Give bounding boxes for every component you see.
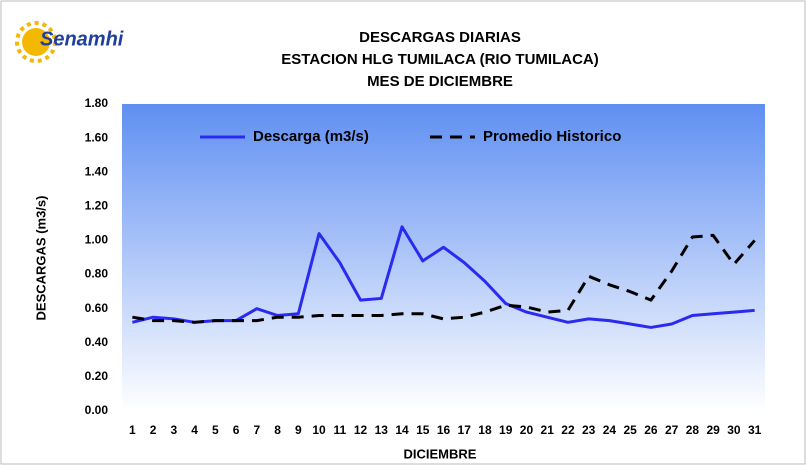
logo-text: Senamhi	[40, 28, 124, 50]
y-tick-label: 1.80	[85, 96, 109, 110]
x-tick-label: 4	[191, 423, 198, 437]
y-tick-label: 0.00	[85, 403, 109, 417]
y-tick-label: 1.40	[85, 164, 109, 178]
y-tick-label: 0.20	[85, 369, 109, 383]
y-tick-label: 0.40	[85, 335, 109, 349]
x-axis-label: DICIEMBRE	[404, 446, 477, 461]
x-tick-label: 19	[499, 423, 513, 437]
legend-label: Promedio Historico	[483, 128, 621, 145]
x-tick-label: 9	[295, 423, 302, 437]
x-tick-label: 23	[582, 423, 596, 437]
y-tick-label: 1.60	[85, 130, 109, 144]
x-tick-label: 11	[333, 423, 346, 437]
x-tick-label: 25	[623, 423, 637, 437]
x-tick-label: 31	[748, 423, 762, 437]
x-tick-label: 8	[274, 423, 281, 437]
x-tick-label: 12	[354, 423, 368, 437]
x-tick-label: 3	[171, 423, 178, 437]
x-tick-label: 24	[603, 423, 617, 437]
x-tick-label: 13	[375, 423, 389, 437]
x-tick-label: 21	[541, 423, 555, 437]
x-tick-label: 6	[233, 423, 240, 437]
x-tick-label: 17	[458, 423, 472, 437]
x-tick-label: 26	[644, 423, 658, 437]
series-line	[132, 233, 756, 324]
x-tick-label: 27	[665, 423, 679, 437]
y-tick-label: 1.00	[85, 233, 109, 247]
x-tick-label: 22	[561, 423, 575, 437]
x-tick-label: 2	[150, 423, 157, 437]
x-tick-label: 10	[312, 423, 326, 437]
x-tick-label: 29	[706, 423, 720, 437]
chart-title: ESTACION HLG TUMILACA (RIO TUMILACA)	[281, 51, 598, 68]
x-tick-label: 28	[686, 423, 700, 437]
x-tick-label: 1	[129, 423, 136, 437]
chart-title: DESCARGAS DIARIAS	[359, 29, 521, 46]
x-tick-label: 15	[416, 423, 430, 437]
y-tick-label: 1.20	[85, 199, 109, 213]
x-tick-label: 30	[727, 423, 741, 437]
chart-title: MES DE DICIEMBRE	[367, 73, 513, 90]
y-tick-label: 0.80	[85, 267, 109, 281]
x-tick-label: 18	[478, 423, 492, 437]
logo-icon	[15, 21, 57, 63]
legend-label: Descarga (m3/s)	[253, 128, 369, 145]
x-tick-label: 14	[395, 423, 409, 437]
x-tick-label: 7	[253, 423, 260, 437]
x-tick-label: 20	[520, 423, 534, 437]
plot-area	[122, 104, 765, 411]
x-tick-label: 16	[437, 423, 451, 437]
y-tick-label: 0.60	[85, 301, 109, 315]
x-tick-label: 5	[212, 423, 219, 437]
y-axis-label: DESCARGAS (m3/s)	[33, 196, 48, 321]
